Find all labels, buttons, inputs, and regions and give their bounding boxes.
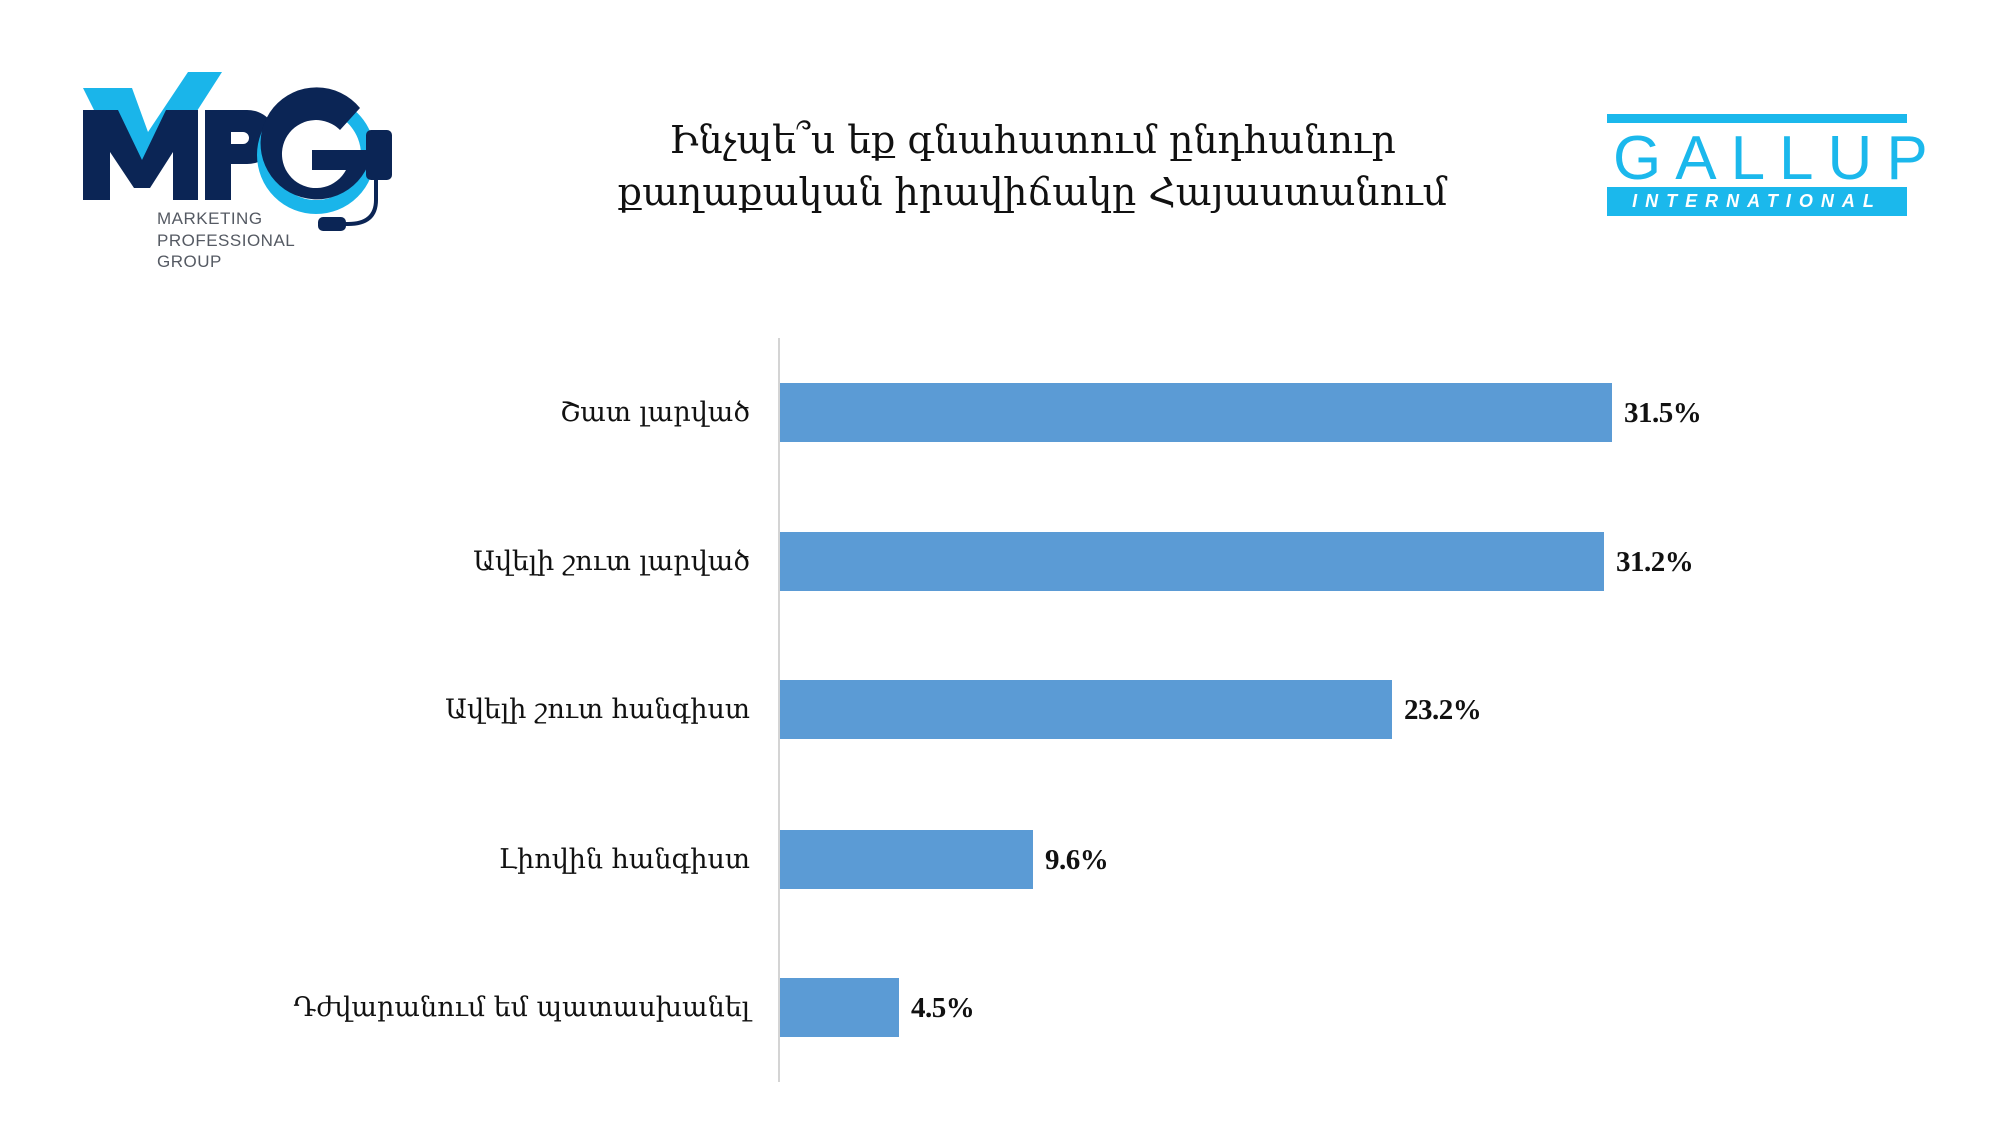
mpg-line-professional: PROFESSIONAL <box>157 230 296 250</box>
mpg-line-marketing: MARKETING <box>157 209 263 228</box>
mpg-logo: MARKETING PROFESSIONAL GROUP <box>70 60 410 280</box>
gallup-international-logo: GALLUP INTERNATIONAL <box>1607 114 1942 216</box>
gallup-logo-band: INTERNATIONAL <box>1607 187 1907 216</box>
gallup-logo-top-rule <box>1607 114 1907 123</box>
value-label: 9.6% <box>1045 844 1109 876</box>
bar-row: Շատ լարված 31.5% <box>0 383 2000 442</box>
chart-title-line-2: քաղաքական իրավիճակը Հայաստանում <box>617 170 1448 214</box>
value-label: 23.2% <box>1404 694 1482 726</box>
chart-title: Ինչպե՞ս եք գնահատում ընդհանուր քաղաքական… <box>560 114 1505 218</box>
gallup-logo-word: GALLUP <box>1613 124 1942 193</box>
chart-title-line-1: Ինչպե՞ս եք գնահատում ընդհանուր <box>669 118 1396 162</box>
value-label: 4.5% <box>911 992 975 1024</box>
bar <box>780 830 1033 889</box>
mpg-line-group: GROUP <box>157 252 222 271</box>
bar-row: Ավելի շուտ հանգիստ 23.2% <box>0 680 2000 739</box>
value-label: 31.2% <box>1616 546 1694 578</box>
mpg-logo-text: MARKETING PROFESSIONAL GROUP <box>157 208 295 273</box>
bar <box>780 978 899 1037</box>
category-label: Լիովին հանգիստ <box>498 844 750 875</box>
category-label: Դժվարանում եմ պատասխանել <box>293 992 750 1023</box>
category-label: Ավելի շուտ լարված <box>473 546 750 577</box>
category-label: Շատ լարված <box>559 397 750 428</box>
bar <box>780 383 1612 442</box>
bar <box>780 532 1604 591</box>
category-axis-line <box>778 338 780 1082</box>
bar-row: Դժվարանում եմ պատասխանել 4.5% <box>0 978 2000 1037</box>
bar <box>780 680 1392 739</box>
value-label: 31.5% <box>1624 397 1702 429</box>
bar-row: Ավելի շուտ լարված 31.2% <box>0 532 2000 591</box>
bar-row: Լիովին հանգիստ 9.6% <box>0 830 2000 889</box>
mpg-logo-mark-icon <box>83 72 392 231</box>
category-label: Ավելի շուտ հանգիստ <box>445 694 750 725</box>
